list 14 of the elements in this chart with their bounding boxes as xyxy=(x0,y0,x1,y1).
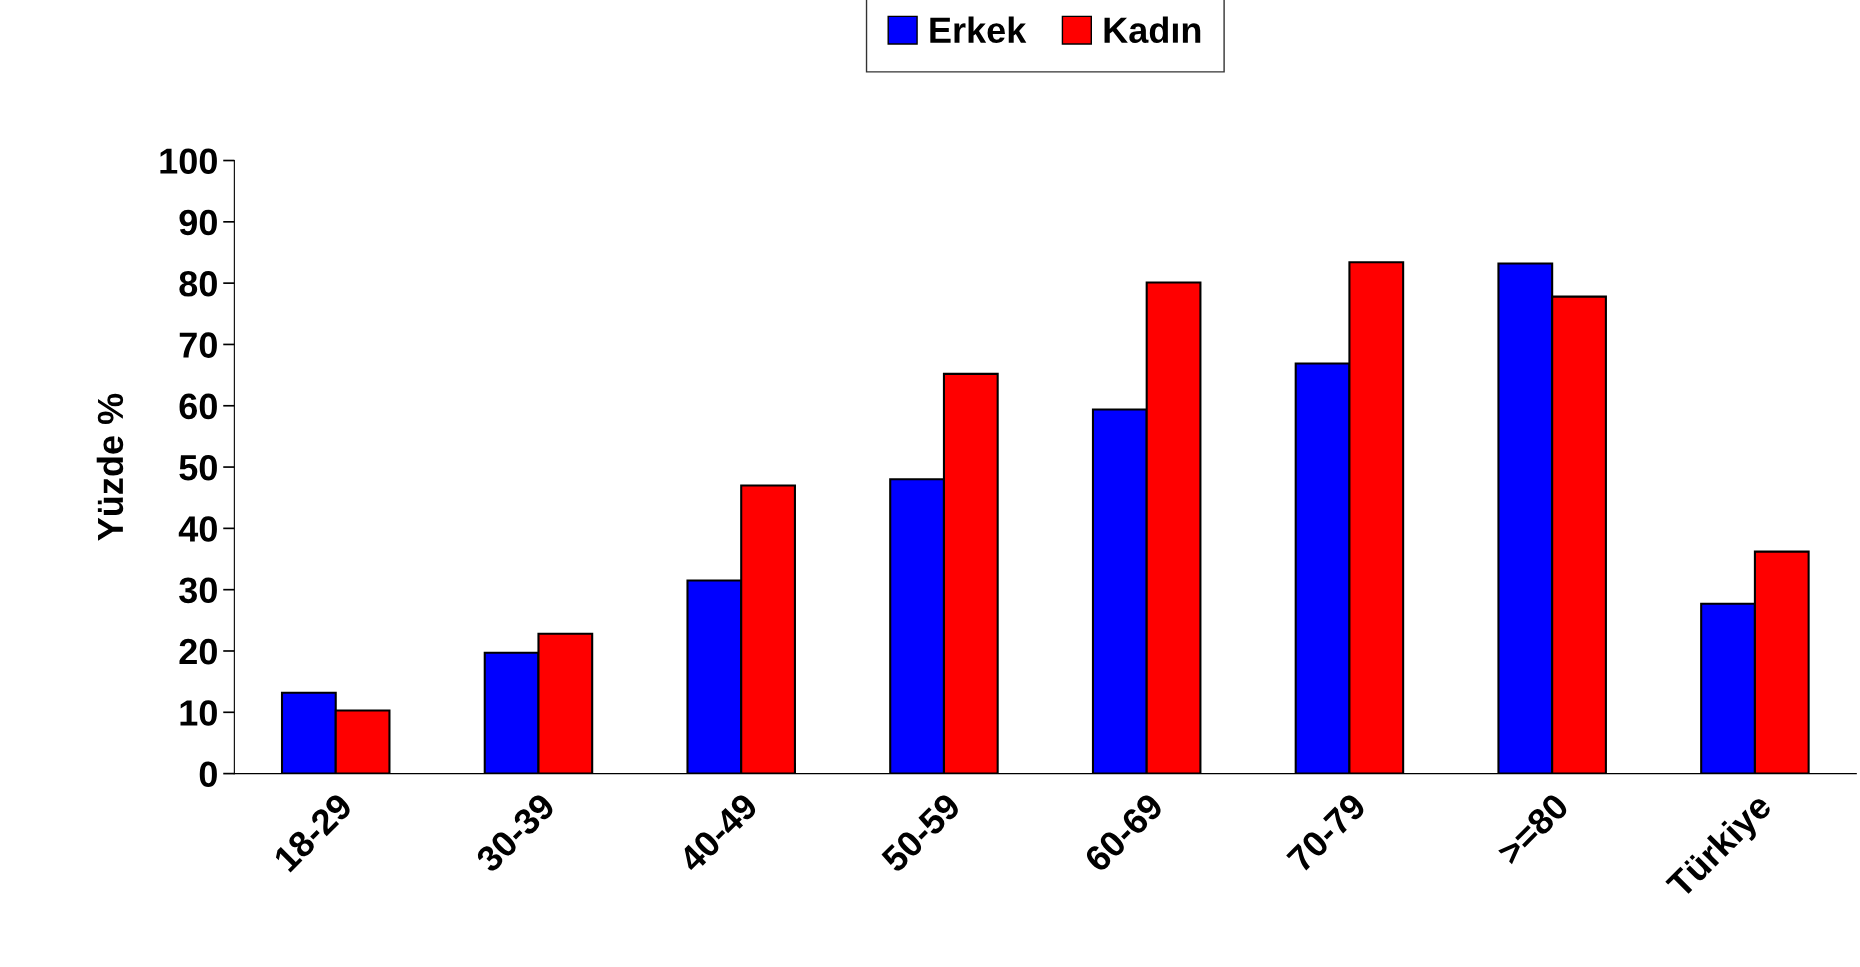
y-tick-label: 10 xyxy=(180,700,217,726)
y-tick-label: 30 xyxy=(179,577,217,604)
y-tick-label: 0 xyxy=(199,761,217,788)
y-tick-label: 40 xyxy=(178,516,217,542)
legend-label: Erkek xyxy=(930,16,1027,44)
y-tick-label: 90 xyxy=(179,209,217,236)
y-tick-label: 70 xyxy=(179,332,217,358)
y-axis-title: Yüzde % xyxy=(96,393,124,541)
y-tick-label: 50 xyxy=(179,454,217,481)
y-tick-label: 100 xyxy=(160,148,217,174)
y-tick-label: 80 xyxy=(179,271,217,297)
y-tick-label: 60 xyxy=(179,393,217,420)
y-tick-label: 20 xyxy=(179,638,217,665)
legend-label: Kadın xyxy=(1104,16,1201,44)
